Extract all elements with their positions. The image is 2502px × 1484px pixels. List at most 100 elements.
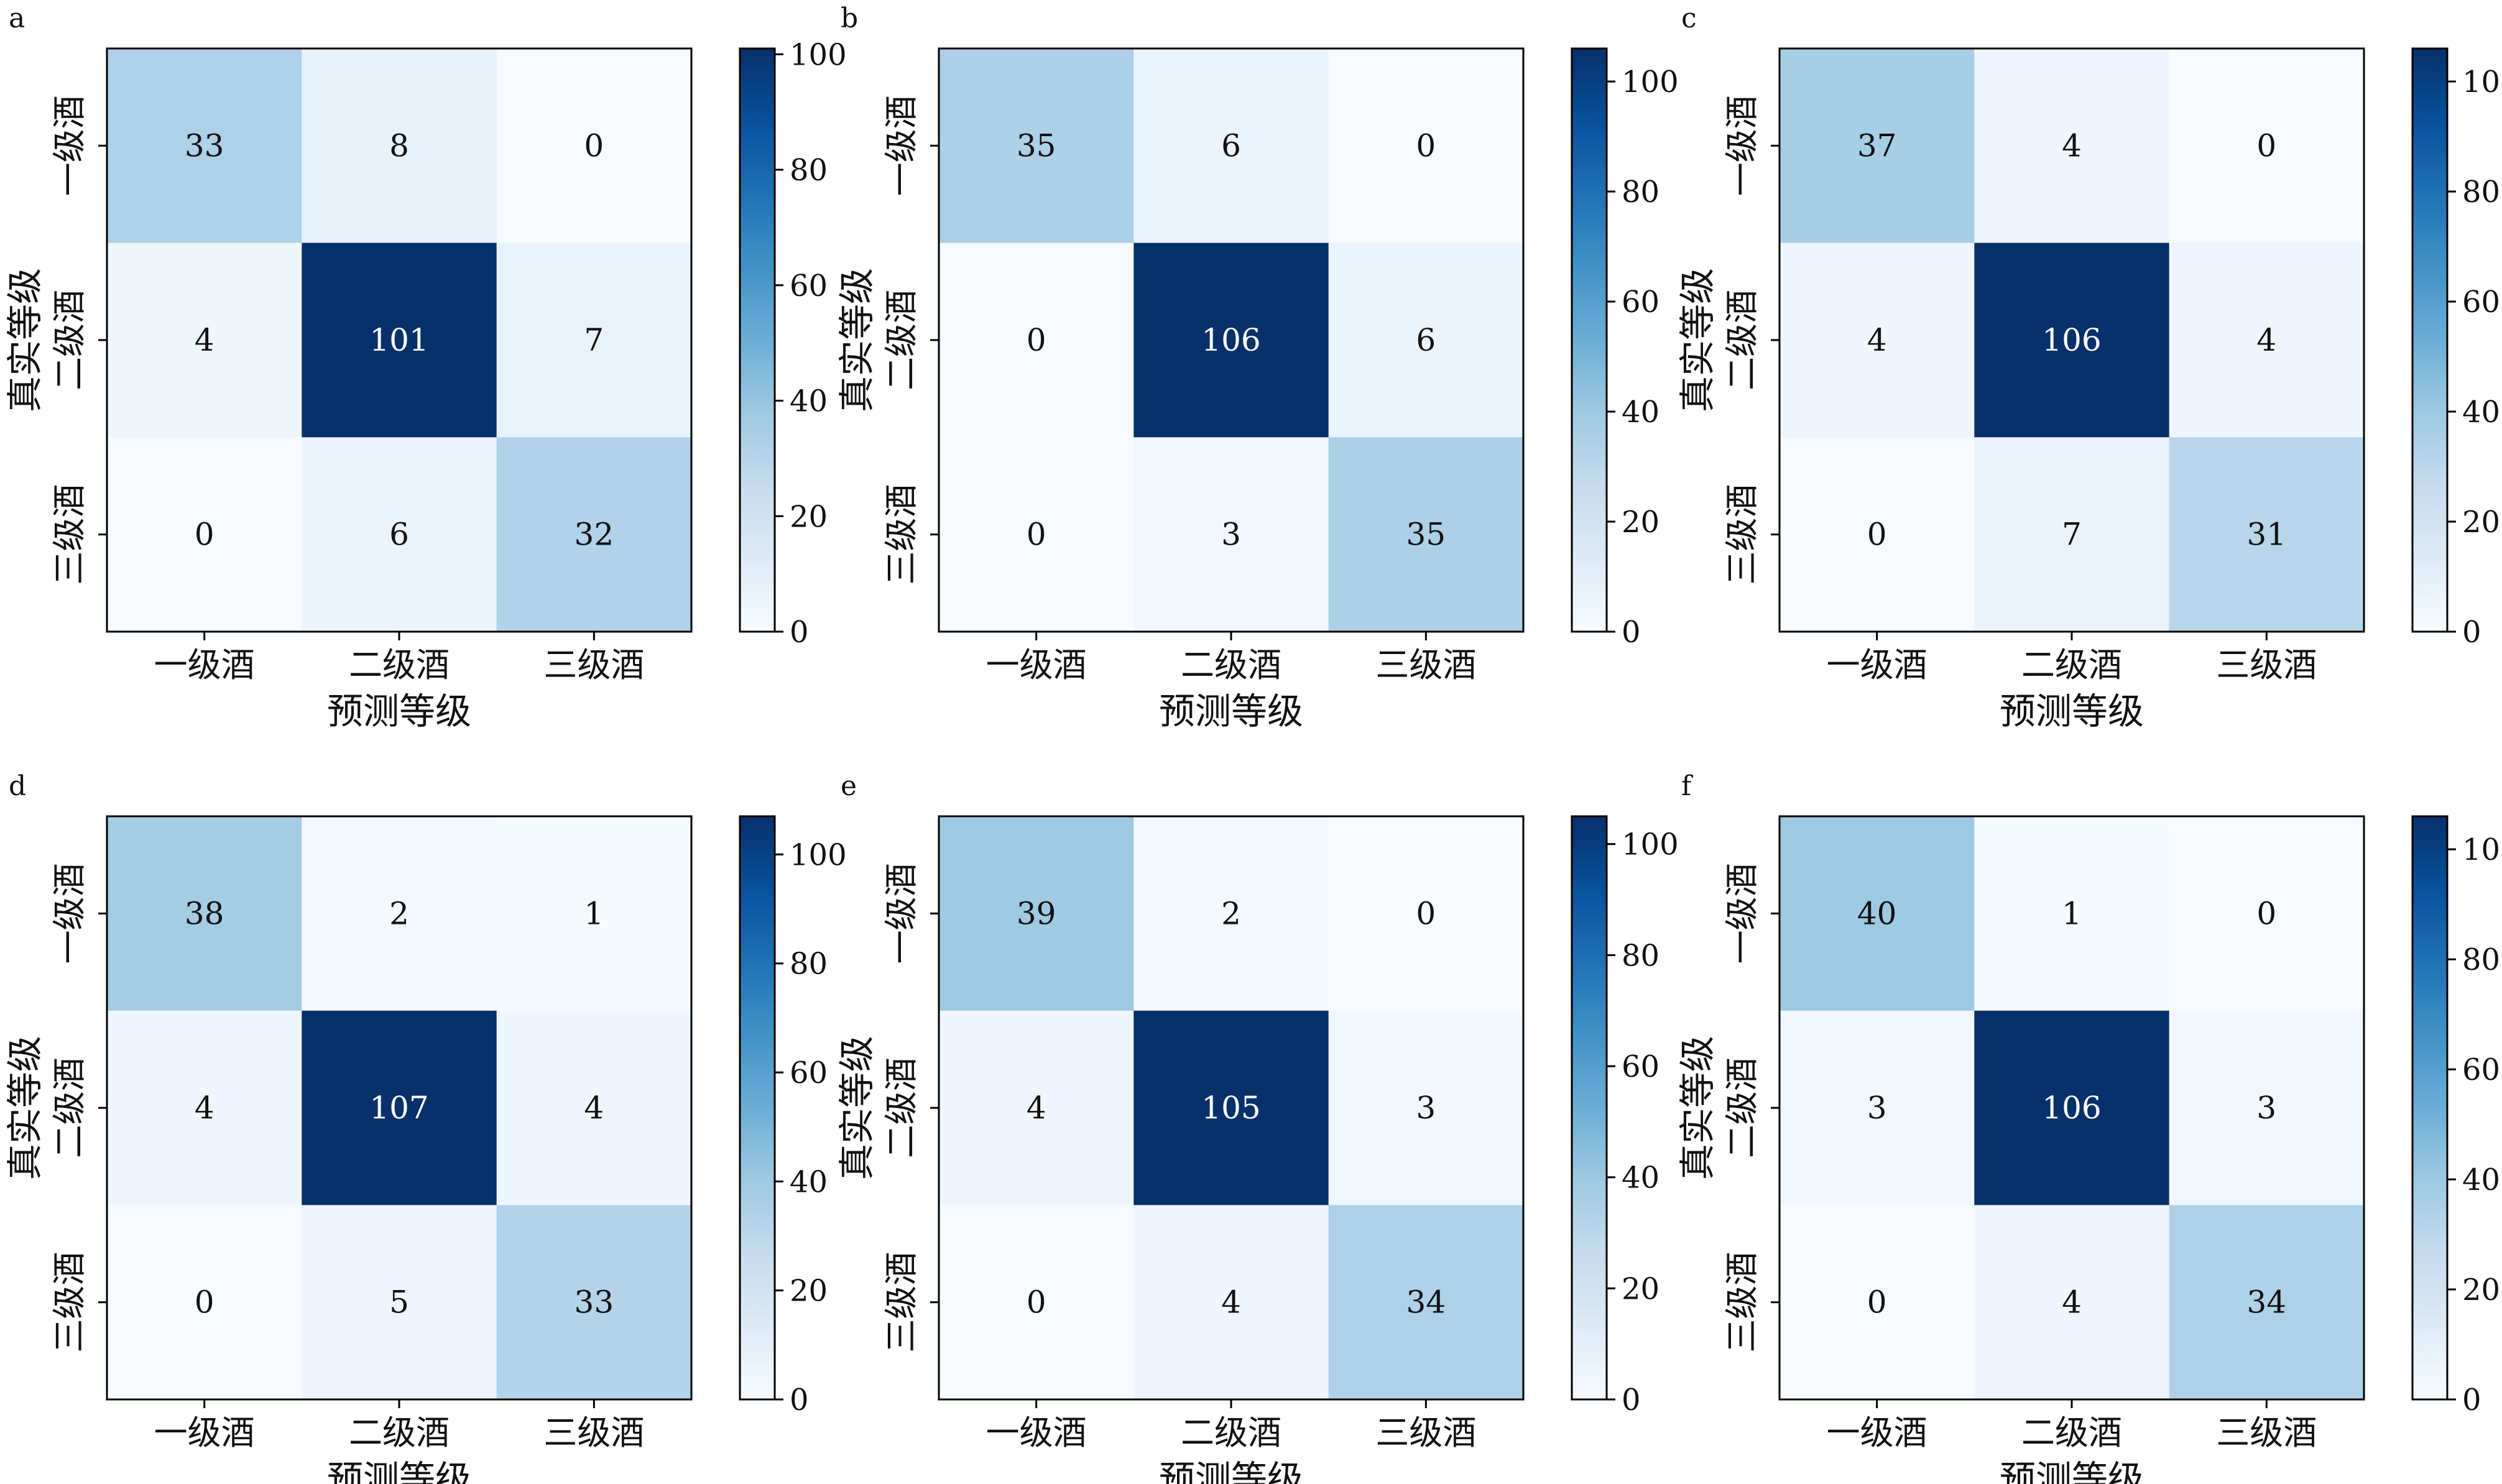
colorbar — [739, 47, 776, 633]
heatmap-cell — [302, 1010, 497, 1205]
heatmap-cell — [1780, 48, 1975, 244]
cell-value-label: 35 — [1406, 517, 1446, 553]
colorbar-tick-label: 100 — [2462, 65, 2502, 99]
cell-value-label: 4 — [1027, 1090, 1046, 1126]
cell-value-label: 2 — [389, 895, 409, 931]
colorbar-tick-label: 40 — [790, 384, 828, 419]
heatmap-cell — [939, 437, 1134, 632]
y-tick-label: 二级酒 — [882, 290, 921, 390]
x-tick-label: 一级酒 — [1827, 1413, 1927, 1452]
x-tick-label: 二级酒 — [1181, 645, 1281, 684]
x-tick-label: 三级酒 — [1375, 1413, 1476, 1452]
y-axis-label: 真实等级 — [4, 1036, 46, 1180]
x-tick-label: 三级酒 — [543, 1413, 644, 1452]
heatmap-cell — [302, 437, 497, 632]
cell-value-label: 7 — [2062, 517, 2082, 553]
panel-label: b — [841, 2, 858, 34]
colorbar-tick-label: 100 — [2462, 832, 2502, 867]
cell-value-label: 33 — [575, 1284, 614, 1320]
heatmap-cell — [2169, 48, 2365, 244]
colorbar — [2411, 47, 2449, 633]
colorbar-tick-label: 60 — [790, 1056, 828, 1090]
cell-value-label: 106 — [2042, 322, 2101, 358]
heatmap-cell — [1328, 437, 1524, 632]
cell-value-label: 107 — [369, 1090, 428, 1126]
colorbar-tick-label: 20 — [790, 1274, 828, 1309]
colorbar-tick-label: 20 — [1622, 1271, 1660, 1306]
heatmap-cell — [107, 437, 302, 632]
x-axis-label: 预测等级 — [1159, 690, 1303, 732]
x-tick-label: 二级酒 — [1181, 1413, 1281, 1452]
panel-label: f — [1681, 770, 1693, 802]
cell-value-label: 37 — [1857, 127, 1897, 164]
x-tick-label: 三级酒 — [543, 645, 644, 684]
panel-label: c — [1681, 2, 1697, 34]
cell-value-label: 0 — [1027, 322, 1046, 358]
colorbar-tick-label: 20 — [1622, 505, 1660, 540]
y-tick-label: 二级酒 — [882, 1058, 921, 1158]
heatmap-cell — [939, 48, 1134, 244]
heatmap-cell — [107, 242, 302, 438]
x-tick-label: 二级酒 — [349, 645, 450, 684]
heatmap-cell — [2169, 1010, 2365, 1205]
x-tick-label: 二级酒 — [2021, 1413, 2122, 1452]
cell-value-label: 4 — [2062, 1284, 2082, 1320]
y-tick-label: 二级酒 — [1722, 290, 1761, 390]
cell-value-label: 40 — [1857, 895, 1897, 931]
heatmap-cell — [1974, 242, 2170, 438]
colorbar-tick-label: 100 — [790, 837, 847, 872]
colorbar-tick-label: 80 — [1622, 175, 1660, 210]
cell-value-label: 6 — [1221, 127, 1241, 164]
heatmap-cell — [2169, 1205, 2365, 1400]
y-tick-label: 二级酒 — [50, 290, 89, 390]
x-tick-label: 一级酒 — [154, 645, 255, 684]
heatmap-cell — [1780, 242, 1975, 438]
cell-value-label: 2 — [1221, 895, 1241, 931]
colorbar-tick-label: 20 — [790, 499, 828, 534]
heatmap-cell — [496, 242, 692, 438]
colorbar-tick-label: 80 — [790, 947, 828, 982]
x-tick-label: 一级酒 — [986, 1413, 1087, 1452]
x-tick-label: 一级酒 — [986, 645, 1087, 684]
heatmap-cell — [1133, 1205, 1329, 1400]
colorbar-tick-label: 0 — [790, 1383, 809, 1417]
y-tick-label: 三级酒 — [882, 1252, 921, 1353]
heatmap-cell — [1133, 48, 1329, 244]
cell-value-label: 39 — [1017, 895, 1056, 931]
y-axis-label: 真实等级 — [836, 1036, 878, 1180]
heatmap-cell — [1974, 48, 2170, 244]
heatmap-cell — [2169, 437, 2365, 632]
cell-value-label: 1 — [584, 895, 604, 931]
y-tick-label: 一级酒 — [50, 95, 89, 196]
heatmap-cell — [1133, 1010, 1329, 1205]
cell-value-label: 4 — [1221, 1284, 1241, 1320]
cell-value-label: 33 — [185, 127, 224, 164]
colorbar-tick-label: 60 — [2462, 285, 2500, 320]
colorbar — [1571, 815, 1608, 1401]
y-tick-label: 一级酒 — [882, 863, 921, 964]
cell-value-label: 0 — [1416, 127, 1436, 164]
y-tick-label: 三级酒 — [882, 484, 921, 585]
colorbar — [739, 815, 776, 1401]
y-tick-label: 一级酒 — [1722, 95, 1761, 196]
cell-value-label: 5 — [389, 1284, 409, 1320]
colorbar-tick-label: 60 — [790, 269, 828, 303]
x-tick-label: 三级酒 — [1375, 645, 1476, 684]
colorbar — [2411, 815, 2449, 1401]
heatmap-cell — [1328, 242, 1524, 438]
colorbar-tick-label: 20 — [2462, 505, 2500, 540]
panel-label: d — [9, 770, 26, 802]
heatmap-cell — [1780, 1010, 1975, 1205]
heatmap-cell — [1780, 816, 1975, 1012]
cell-value-label: 4 — [2062, 127, 2082, 164]
heatmap-cell — [1328, 48, 1524, 244]
y-tick-label: 一级酒 — [882, 95, 921, 196]
heatmap-cell — [1328, 1205, 1524, 1400]
cell-value-label: 6 — [1416, 322, 1436, 358]
cell-value-label: 101 — [369, 322, 428, 358]
